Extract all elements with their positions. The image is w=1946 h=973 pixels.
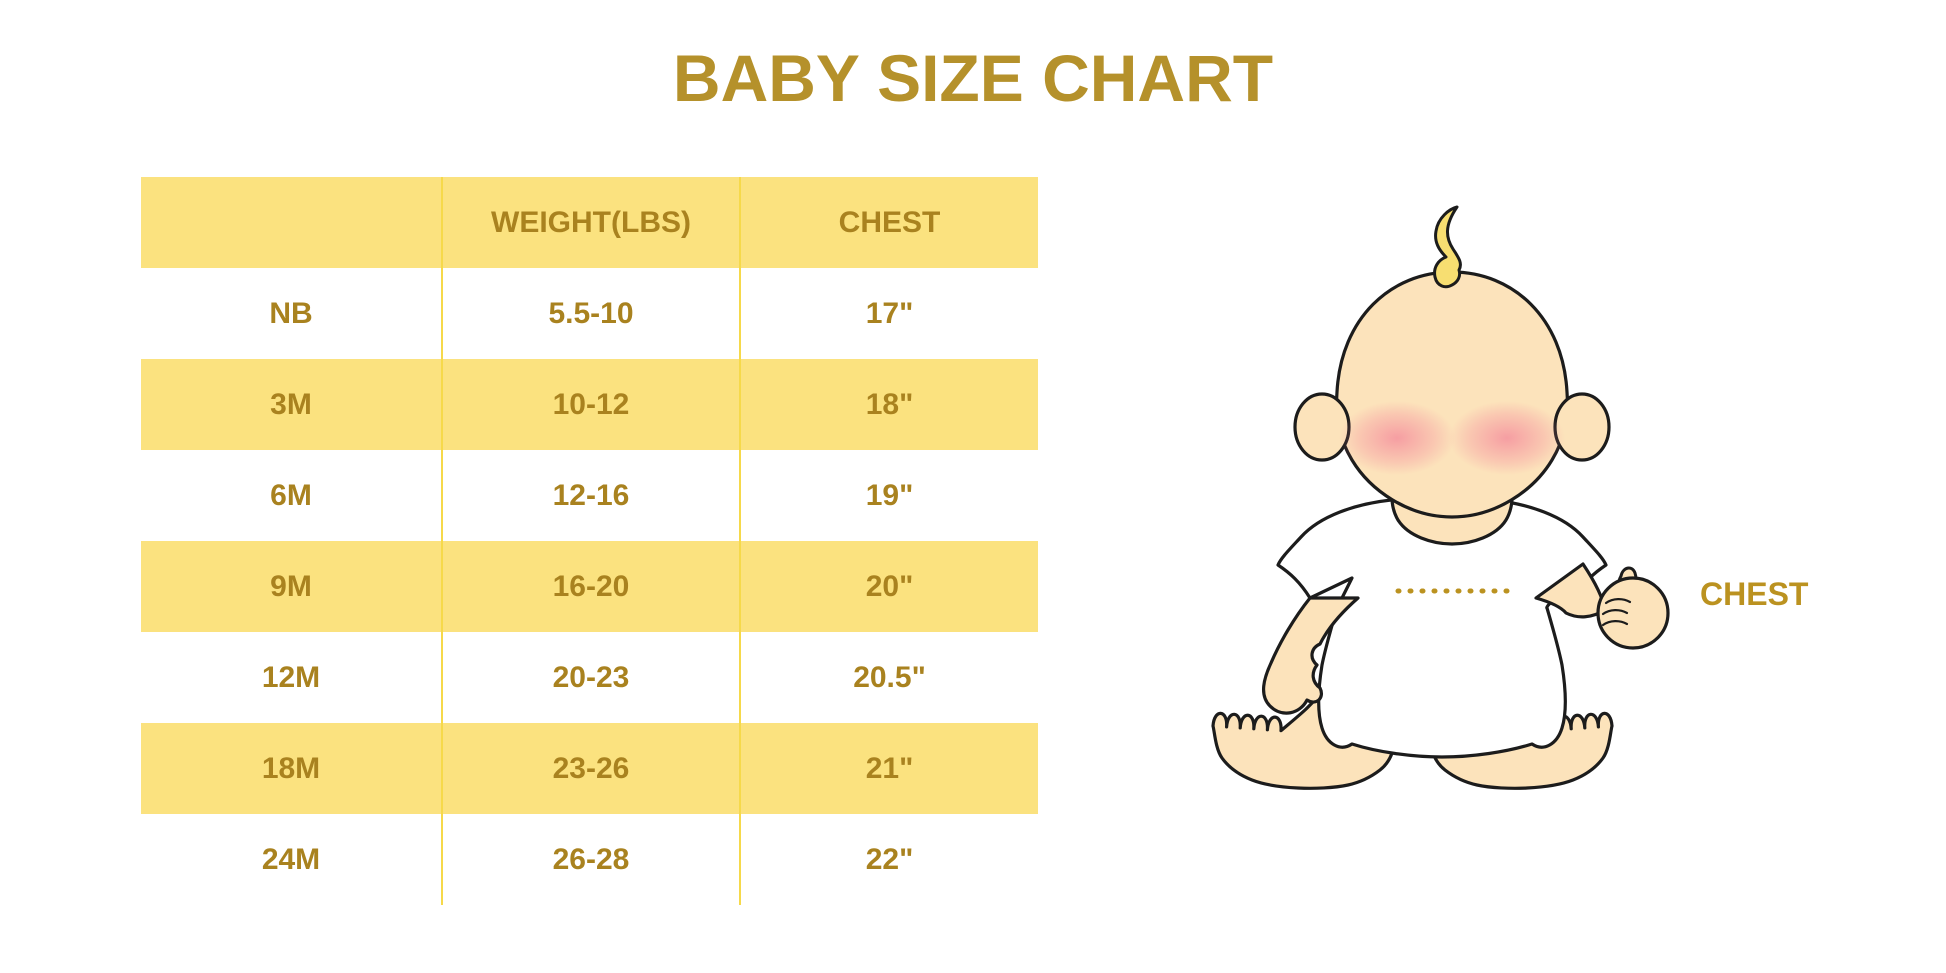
- svg-text:CHEST: CHEST: [1700, 576, 1809, 612]
